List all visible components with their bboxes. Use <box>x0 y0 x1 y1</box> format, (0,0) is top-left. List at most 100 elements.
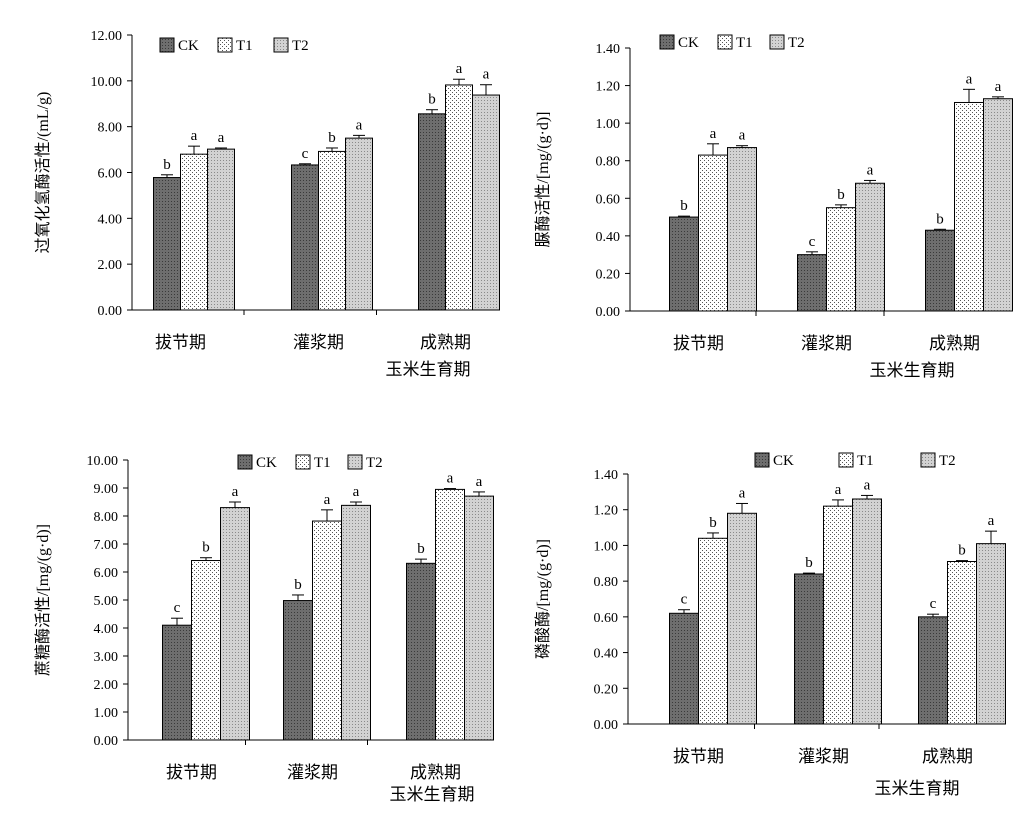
significance-letter: a <box>476 474 483 490</box>
y-tick-label: 0.20 <box>594 682 619 697</box>
significance-letter: a <box>324 492 331 508</box>
bar-t2 <box>727 147 757 312</box>
bar-ck <box>283 600 313 741</box>
legend-label-t1: T1 <box>857 453 874 469</box>
significance-letter: b <box>837 187 845 203</box>
significance-letter: a <box>864 477 871 493</box>
y-tick-label: 5.00 <box>94 594 119 609</box>
legend-label-t1: T1 <box>736 35 753 51</box>
bar-ck <box>669 216 699 312</box>
significance-letter: a <box>356 117 363 133</box>
legend-swatch-t1 <box>717 34 733 50</box>
significance-letter: a <box>447 471 454 487</box>
significance-letter: c <box>302 146 309 162</box>
legend-swatch-t1 <box>838 452 854 468</box>
bar-ck <box>406 562 436 741</box>
significance-letter: a <box>988 513 995 529</box>
bar-t2 <box>220 507 250 741</box>
y-tick-label: 0.00 <box>98 304 123 319</box>
legend-label-t2: T2 <box>788 35 805 51</box>
significance-letter: a <box>353 484 360 500</box>
significance-letter: c <box>174 600 181 616</box>
bar-ck <box>797 254 827 312</box>
legend-swatch-t2 <box>769 34 785 50</box>
bar-t2 <box>852 498 882 725</box>
x-axis-title: 玉米生育期 <box>870 361 955 380</box>
legend-label-ck: CK <box>178 38 199 54</box>
y-tick-label: 7.00 <box>94 538 119 553</box>
chart-panel-urease: 0.00 0.20 0.40 0.60 0.80 1.00 1.20 1.40 b a a 拔节期 c b… <box>534 34 1013 380</box>
significance-letter: a <box>835 482 842 498</box>
legend: CK T1 T2 <box>237 454 383 471</box>
significance-letter: b <box>936 211 944 227</box>
significance-letter: a <box>739 128 746 144</box>
significance-letter: a <box>966 71 973 87</box>
significance-letter: b <box>805 555 813 571</box>
bar-t2 <box>983 98 1013 312</box>
significance-letter: a <box>867 162 874 178</box>
y-tick-label: 4.00 <box>94 622 119 637</box>
bar-t2 <box>472 94 500 311</box>
y-tick-label: 0.60 <box>596 192 621 207</box>
legend-label-t2: T2 <box>366 455 383 471</box>
legend-label-ck: CK <box>678 35 699 51</box>
x-tick-label: 拔节期 <box>673 334 724 353</box>
bar-t1 <box>698 154 728 312</box>
x-tick-label: 成熟期 <box>922 746 973 766</box>
y-tick-label: 1.00 <box>596 117 621 132</box>
significance-letter: a <box>232 484 239 500</box>
significance-letter: a <box>483 67 490 83</box>
x-tick-label: 拔节期 <box>166 763 217 782</box>
y-tick-label: 2.00 <box>94 678 119 693</box>
legend-swatch-t2 <box>273 37 289 53</box>
significance-letter: c <box>681 592 688 608</box>
bar-t1 <box>318 150 346 311</box>
y-tick-label: 6.00 <box>94 566 119 581</box>
bar-t1 <box>445 84 473 311</box>
significance-letter: b <box>163 157 171 173</box>
chart-panel-phosphatase: 0.00 0.20 0.40 0.60 0.80 1.00 1.20 1.40 c b a 拔节期 b a… <box>534 452 1006 798</box>
bar-t2 <box>976 543 1006 725</box>
significance-letter: b <box>709 515 717 531</box>
chart-panel-sucrase: 0.00 1.00 2.00 3.00 4.00 5.00 6.00 7.00 8.00 9.00… <box>34 454 494 804</box>
significance-letter: b <box>328 130 336 146</box>
significance-letter: a <box>995 79 1002 95</box>
legend-swatch-ck <box>159 37 175 53</box>
legend-swatch-ck <box>754 452 770 468</box>
x-tick-label: 拔节期 <box>673 747 724 766</box>
y-tick-label: 8.00 <box>94 510 119 525</box>
legend-swatch-ck <box>659 34 675 50</box>
bar-t1 <box>954 101 984 312</box>
bar-ck <box>918 616 948 725</box>
x-tick-label: 拔节期 <box>155 333 206 352</box>
legend-swatch-t2 <box>347 454 363 470</box>
x-tick-label: 成熟期 <box>420 332 471 352</box>
significance-letter: b <box>417 541 425 557</box>
y-tick-label: 0.60 <box>594 611 619 626</box>
legend-label-t2: T2 <box>939 453 956 469</box>
bar-t2 <box>464 495 494 741</box>
significance-letter: a <box>739 485 746 501</box>
bar-t1 <box>312 520 342 741</box>
x-axis-title: 玉米生育期 <box>386 360 471 379</box>
y-tick-label: 1.40 <box>596 42 621 57</box>
y-tick-label: 8.00 <box>98 121 123 136</box>
significance-letter: a <box>710 126 717 142</box>
bar-t2 <box>727 512 757 725</box>
x-tick-label: 灌浆期 <box>287 763 338 782</box>
bar-ck <box>418 113 446 311</box>
y-tick-label: 0.80 <box>594 575 619 590</box>
significance-letter: a <box>191 128 198 144</box>
y-tick-label: 0.00 <box>94 734 119 749</box>
bar-t1 <box>180 153 208 311</box>
bar-t1 <box>191 560 221 741</box>
y-tick-label: 2.00 <box>98 258 123 273</box>
legend-label-t1: T1 <box>314 455 331 471</box>
x-tick-label: 成熟期 <box>929 333 980 353</box>
legend-swatch-t1 <box>295 454 311 470</box>
bar-t2 <box>345 137 373 311</box>
bar-ck <box>153 177 181 311</box>
y-tick-label: 0.20 <box>596 267 621 282</box>
y-tick-label: 1.00 <box>594 539 619 554</box>
